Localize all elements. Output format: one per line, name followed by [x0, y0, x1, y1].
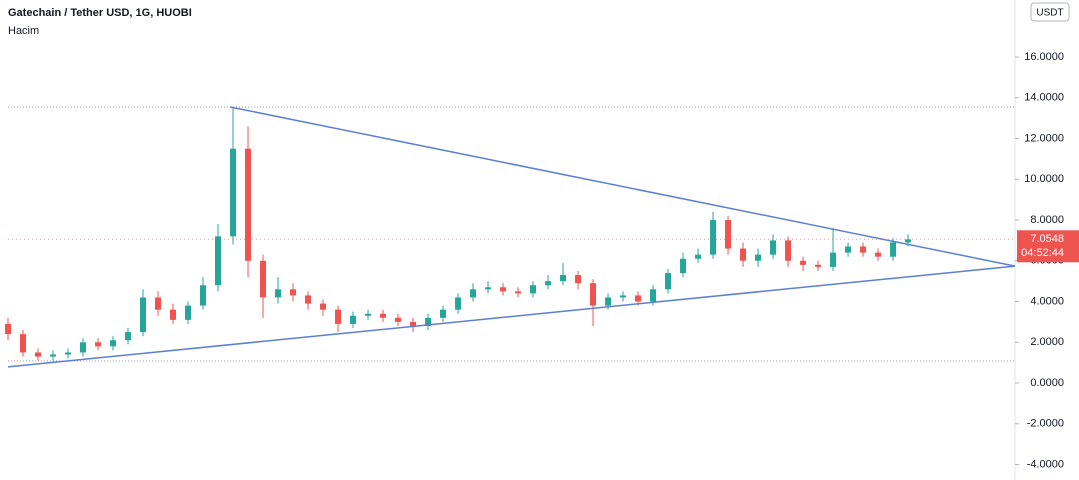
candle-body [560, 275, 567, 282]
candle-body [65, 352, 72, 355]
candle-body [380, 313, 387, 318]
candle-body [5, 323, 11, 335]
candle-body [320, 303, 327, 310]
candle-body [905, 239, 912, 243]
y-tick-label: 12.0000 [1024, 132, 1064, 144]
candle-body [650, 289, 657, 302]
trendline [7, 265, 1016, 368]
candle-body [545, 281, 552, 286]
candle-body [140, 297, 147, 333]
candle-body [815, 264, 822, 267]
candle-body [155, 297, 162, 310]
trendline [229, 106, 1016, 267]
candle-body [605, 297, 612, 306]
currency-label[interactable]: USDT [1036, 8, 1063, 19]
candle-body [200, 285, 207, 306]
candle-body [80, 342, 87, 353]
candle-body [695, 254, 702, 259]
candle-body [425, 317, 432, 326]
candle-body [275, 289, 282, 298]
candle-body [350, 315, 357, 324]
candle-body [20, 334, 27, 353]
candle-body [335, 309, 342, 324]
candle-body [575, 275, 582, 284]
chart-title: Gatechain / Tether USD, 1G, HUOBI [8, 7, 192, 19]
chart-subtitle: Hacim [8, 25, 39, 37]
candle-body [215, 236, 222, 286]
candle-body [485, 287, 492, 290]
y-tick-label: 8.0000 [1030, 214, 1064, 226]
candle-body [245, 148, 252, 261]
candle-body [50, 354, 57, 357]
candle-body [785, 240, 792, 261]
y-tick-label: 16.0000 [1024, 51, 1064, 63]
candle-body [290, 289, 297, 296]
candle-body [875, 252, 882, 257]
candle-body [530, 285, 537, 294]
candle-body [35, 352, 42, 357]
candle-body [185, 305, 192, 320]
candle-body [230, 148, 237, 237]
last-price-tag [1017, 230, 1079, 263]
countdown-label: 04:52:44 [1021, 247, 1064, 259]
y-tick-label: 10.0000 [1024, 173, 1064, 185]
candle-body [110, 340, 117, 347]
last-price-label: 7.0548 [1030, 233, 1064, 245]
y-tick-label: 4.0000 [1030, 295, 1064, 307]
candle-body [740, 248, 747, 261]
candle-body [125, 332, 132, 341]
candle-body [710, 220, 717, 255]
candle-body [170, 309, 177, 320]
candle-body [680, 258, 687, 274]
candle-body [590, 283, 597, 306]
candle-body [845, 246, 852, 253]
candle-body [395, 317, 402, 322]
candle-body [635, 295, 642, 302]
candle-body [410, 321, 417, 326]
y-tick-label: 14.0000 [1024, 92, 1064, 104]
candle-body [830, 252, 837, 267]
candle-body [725, 220, 732, 249]
candle-body [470, 289, 477, 298]
candle-body [260, 260, 267, 298]
candle-body [515, 291, 522, 294]
candle-body [665, 273, 672, 290]
candle-body [770, 240, 777, 255]
candle-body [620, 295, 627, 298]
y-tick-label: 0.0000 [1030, 377, 1064, 389]
y-tick-label: 2.0000 [1030, 336, 1064, 348]
candle-body [860, 246, 867, 253]
candle-body [455, 297, 462, 310]
y-tick-label: -4.0000 [1027, 458, 1064, 470]
candle-body [800, 260, 807, 265]
y-tick-label: -2.0000 [1027, 418, 1064, 430]
candle-body [890, 242, 897, 257]
currency-box[interactable] [1030, 2, 1070, 22]
candle-body [500, 287, 507, 292]
candle-body [365, 313, 372, 316]
candle-body [440, 309, 447, 318]
plot-area [5, 106, 1016, 368]
candle-body [755, 254, 762, 261]
candle-body [305, 295, 312, 304]
candle-body [95, 342, 102, 347]
